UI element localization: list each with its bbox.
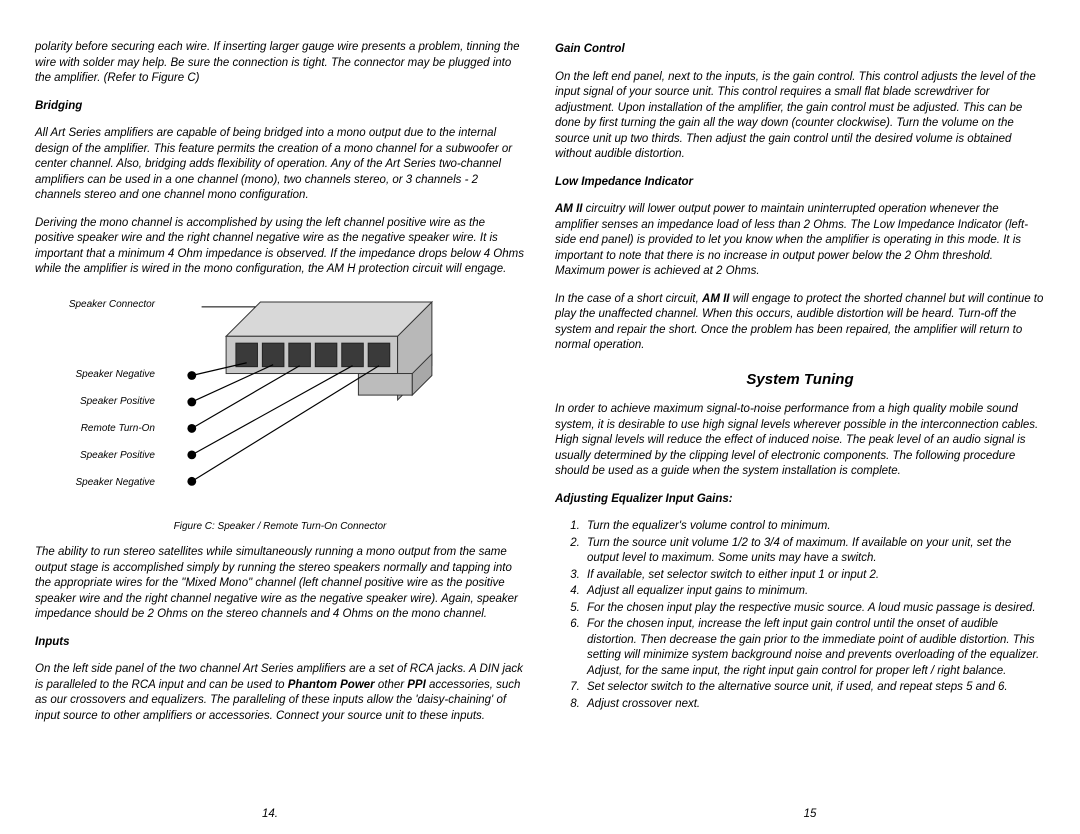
step-6: For the chosen input, increase the left … [583,617,1045,679]
eq-steps-list: Turn the equalizer's volume control to m… [583,519,1045,712]
step-3: If available, set selector switch to eit… [583,568,1045,584]
low-imp-text-2a: In the case of a short circuit, [555,293,702,305]
step-5: For the chosen input play the respective… [583,601,1045,617]
am-ii-bold-1: AM II [555,203,582,215]
label-speaker-negative-2: Speaker Negative [45,478,155,488]
label-speaker-positive-2: Speaker Positive [45,451,155,461]
gain-control-paragraph: On the left end panel, next to the input… [555,70,1045,163]
label-speaker-positive-1: Speaker Positive [45,397,155,407]
low-imp-text-1: circuitry will lower output power to mai… [555,203,1028,277]
low-impedance-paragraph-1: AM II circuitry will lower output power … [555,202,1045,280]
bridging-paragraph-1: All Art Series amplifiers are capable of… [35,126,525,204]
adjusting-eq-heading: Adjusting Equalizer Input Gains: [555,492,1045,508]
phantom-power-bold: Phantom Power [288,679,375,691]
inputs-text-mid: other [375,679,408,691]
inputs-heading: Inputs [35,635,525,651]
inputs-paragraph: On the left side panel of the two channe… [35,662,525,724]
step-8: Adjust crossover next. [583,697,1045,713]
step-1: Turn the equalizer's volume control to m… [583,519,1045,535]
page-number-right: 15 [540,808,1080,820]
figure-caption: Figure C: Speaker / Remote Turn-On Conne… [35,520,525,534]
low-impedance-heading: Low Impedance Indicator [555,175,1045,191]
bridging-heading: Bridging [35,99,525,115]
after-figure-paragraph: The ability to run stereo satellites whi… [35,545,525,623]
step-7: Set selector switch to the alternative s… [583,680,1045,696]
step-4: Adjust all equalizer input gains to mini… [583,584,1045,600]
ppi-bold: PPI [407,679,426,691]
label-remote-turn-on: Remote Turn-On [45,424,155,434]
label-speaker-connector: Speaker Connector [45,300,155,310]
am-ii-bold-2: AM II [702,293,729,305]
right-column: Gain Control On the left end panel, next… [540,40,1060,824]
low-impedance-paragraph-2: In the case of a short circuit, AM II wi… [555,292,1045,354]
step-2: Turn the source unit volume 1/2 to 3/4 o… [583,536,1045,567]
system-tuning-heading: System Tuning [555,370,1045,390]
gain-control-heading: Gain Control [555,42,1045,58]
bridging-paragraph-2: Deriving the mono channel is accomplishe… [35,216,525,278]
intro-paragraph: polarity before securing each wire. If i… [35,40,525,87]
page-number-left: 14. [0,808,540,820]
left-column: polarity before securing each wire. If i… [20,40,540,824]
label-speaker-negative-1: Speaker Negative [45,370,155,380]
system-tuning-paragraph: In order to achieve maximum signal-to-no… [555,402,1045,480]
figure-c: Speaker Connector Speaker Negative Speak… [35,290,525,510]
